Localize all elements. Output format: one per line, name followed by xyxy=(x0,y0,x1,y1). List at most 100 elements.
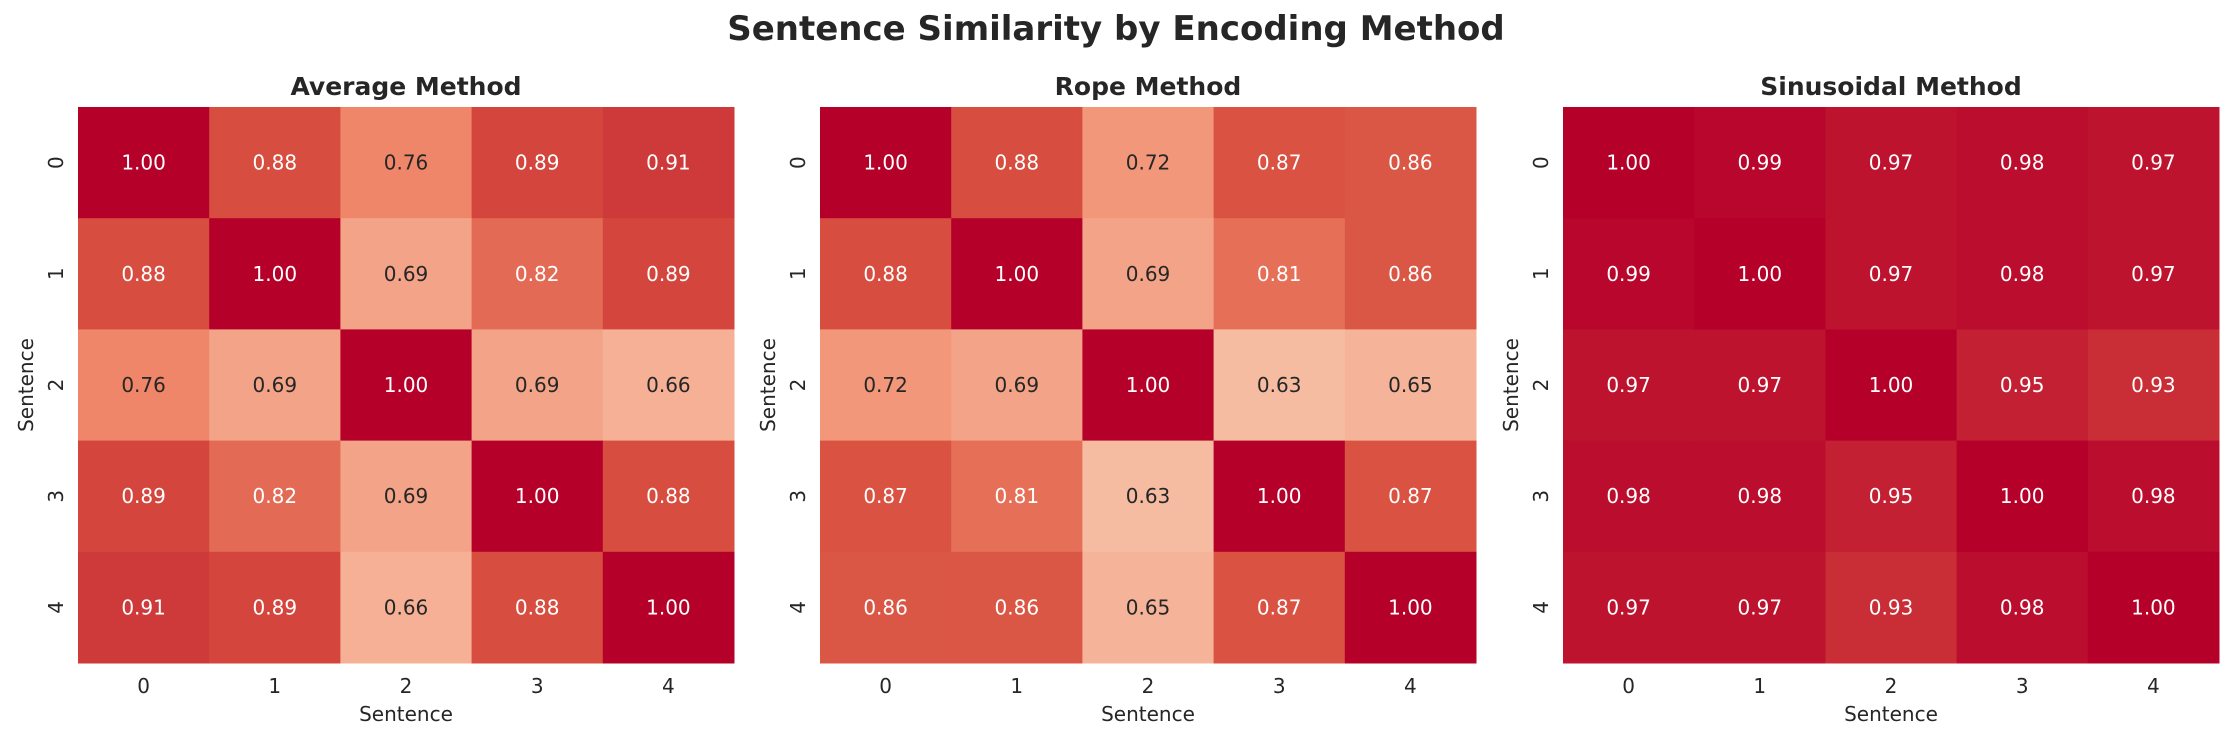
cell-value-label: 0.95 xyxy=(1869,484,1914,508)
cell-value-label: 0.87 xyxy=(1257,151,1302,175)
cell-value-label: 1.00 xyxy=(384,373,429,397)
subplot-title: Rope Method xyxy=(1055,72,1242,101)
heatmap-cell xyxy=(471,107,604,219)
cell-value-label: 0.72 xyxy=(863,373,908,397)
cell-value-label: 0.87 xyxy=(863,484,908,508)
x-tick-label: 2 xyxy=(1142,674,1155,698)
cell-value-label: 0.88 xyxy=(995,151,1040,175)
cell-value-label: 0.91 xyxy=(121,595,166,619)
subplot-title: Average Method xyxy=(290,72,521,101)
x-axis-label: Sentence xyxy=(359,702,453,726)
heatmap-cell xyxy=(820,440,952,553)
y-tick-label: 3 xyxy=(1529,490,1553,503)
cell-value-label: 0.88 xyxy=(121,262,166,286)
heatmap-cell xyxy=(820,218,952,330)
cell-value-label: 0.82 xyxy=(253,484,298,508)
cell-value-label: 0.66 xyxy=(384,595,429,619)
cell-value-label: 0.98 xyxy=(2131,484,2176,508)
x-tick-label: 1 xyxy=(1010,674,1023,698)
cell-value-label: 0.76 xyxy=(384,151,429,175)
y-tick-label: 1 xyxy=(44,267,68,280)
cell-value-label: 0.86 xyxy=(995,595,1040,619)
y-tick-label: 0 xyxy=(1529,156,1553,169)
cell-value-label: 0.86 xyxy=(1388,151,1433,175)
y-tick-label: 1 xyxy=(786,267,810,280)
y-tick-label: 2 xyxy=(44,379,68,392)
heatmap-cell xyxy=(1825,218,1958,330)
cell-value-label: 0.97 xyxy=(1869,151,1914,175)
cell-value-label: 1.00 xyxy=(515,484,560,508)
x-tick-label: 2 xyxy=(1885,674,1898,698)
cell-value-label: 0.86 xyxy=(863,595,908,619)
x-tick-label: 3 xyxy=(1273,674,1286,698)
cell-value-label: 0.88 xyxy=(863,262,908,286)
heatmap-cell xyxy=(471,551,604,664)
cell-value-label: 0.97 xyxy=(1738,373,1783,397)
heatmap-cell xyxy=(602,218,735,330)
x-tick-label: 1 xyxy=(1753,674,1766,698)
heatmap-cell xyxy=(1344,329,1477,442)
heatmap-cell xyxy=(471,329,604,442)
x-tick-label: 2 xyxy=(400,674,413,698)
x-tick-label: 1 xyxy=(268,674,281,698)
heatmap-cell xyxy=(1082,440,1215,553)
heatmap-panel-1: Rope Method 1.00 0.88 0.72 0.87 0.86 0.88 1.00 0… xyxy=(756,72,1477,726)
heatmap-cell xyxy=(1694,440,1826,553)
x-tick-label: 0 xyxy=(1622,674,1635,698)
cell-value-label: 0.69 xyxy=(995,373,1040,397)
heatmap-cell xyxy=(340,107,473,219)
cell-value-label: 1.00 xyxy=(121,151,166,175)
cell-value-label: 1.00 xyxy=(1257,484,1302,508)
cell-value-label: 1.00 xyxy=(995,262,1040,286)
y-tick-label: 3 xyxy=(44,490,68,503)
heatmap-cell xyxy=(1344,107,1477,219)
cell-value-label: 0.81 xyxy=(1257,262,1302,286)
heatmap-cell xyxy=(1694,329,1826,442)
cell-value-label: 1.00 xyxy=(863,151,908,175)
heatmap-cell xyxy=(1563,329,1695,442)
y-tick-label: 2 xyxy=(786,379,810,392)
y-axis-label: Sentence xyxy=(14,338,38,432)
heatmap-cell xyxy=(951,218,1083,330)
heatmap-cell xyxy=(1825,551,1958,664)
x-tick-label: 4 xyxy=(1404,674,1417,698)
cell-value-label: 1.00 xyxy=(1606,151,1651,175)
heatmap-cell xyxy=(471,440,604,553)
x-tick-label: 0 xyxy=(879,674,892,698)
y-axis-label: Sentence xyxy=(1499,338,1523,432)
cell-value-label: 0.86 xyxy=(1388,262,1433,286)
cell-value-label: 0.69 xyxy=(384,262,429,286)
cell-value-label: 1.00 xyxy=(2131,595,2176,619)
heatmap-cell xyxy=(1956,551,2089,664)
cell-value-label: 0.88 xyxy=(253,151,298,175)
y-tick-label: 1 xyxy=(1529,267,1553,280)
heatmap-cell xyxy=(2087,440,2220,553)
figure-title: Sentence Similarity by Encoding Method xyxy=(727,9,1505,49)
heatmap-cell xyxy=(340,551,473,664)
y-tick-label: 0 xyxy=(44,156,68,169)
heatmap-cell xyxy=(820,551,952,664)
subplot-title: Sinusoidal Method xyxy=(1760,72,2022,101)
heatmap-cell xyxy=(1825,107,1958,219)
heatmap-cell xyxy=(1082,329,1215,442)
heatmap-cell xyxy=(820,329,952,442)
cell-value-label: 0.63 xyxy=(1126,484,1171,508)
heatmap-cell xyxy=(820,107,952,219)
heatmap-cell xyxy=(209,440,341,553)
cell-value-label: 1.00 xyxy=(1388,595,1433,619)
heatmap-cell xyxy=(340,218,473,330)
heatmap-cell xyxy=(1956,218,2089,330)
cell-value-label: 0.97 xyxy=(2131,262,2176,286)
heatmap-cell xyxy=(1563,107,1695,219)
heatmap-cell xyxy=(951,329,1083,442)
cell-value-label: 0.98 xyxy=(1738,484,1783,508)
cell-value-label: 0.66 xyxy=(646,373,691,397)
heatmap-cell xyxy=(1956,440,2089,553)
cell-value-label: 0.95 xyxy=(2000,373,2045,397)
x-tick-label: 4 xyxy=(2147,674,2160,698)
cell-value-label: 0.72 xyxy=(1126,151,1171,175)
heatmap-cell xyxy=(1825,440,1958,553)
heatmap-cell xyxy=(78,551,210,664)
heatmap-cell xyxy=(602,440,735,553)
cell-value-label: 0.69 xyxy=(515,373,560,397)
